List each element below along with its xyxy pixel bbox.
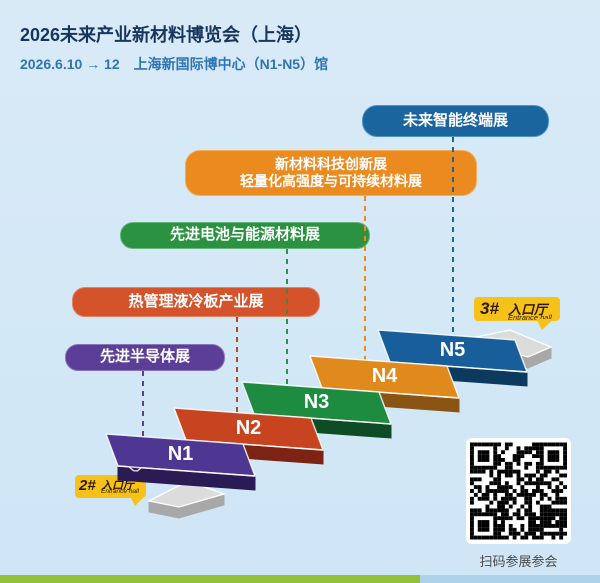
svg-text:N4: N4 xyxy=(372,365,398,387)
svg-text:N5: N5 xyxy=(440,339,466,361)
svg-text:N3: N3 xyxy=(304,391,330,413)
svg-text:N1: N1 xyxy=(168,443,194,465)
svg-text:N2: N2 xyxy=(236,417,262,439)
